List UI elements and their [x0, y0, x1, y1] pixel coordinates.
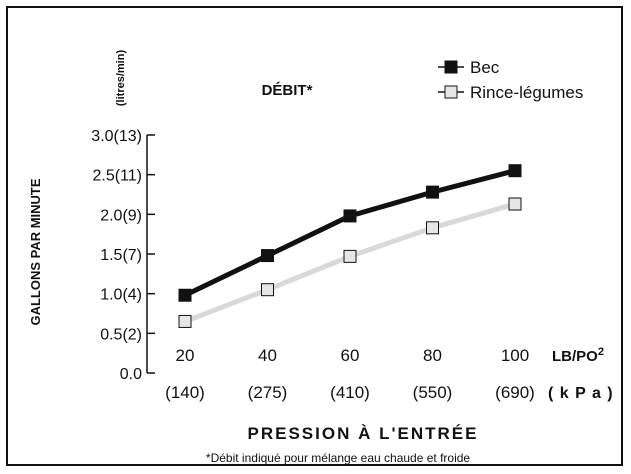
legend: Bec Rince-légumes	[438, 58, 583, 102]
chart-frame	[6, 6, 623, 466]
legend-marker-rince-legumes	[444, 85, 458, 99]
y-axis-unit: (litres/min)	[115, 50, 127, 107]
x-tick-label-kpa: (690)	[495, 383, 535, 402]
legend-label-bec: Bec	[470, 58, 500, 77]
legend-marker-bec	[444, 60, 458, 74]
x-unit-secondary: ( k P a )	[548, 385, 614, 402]
x-tick-label: 80	[423, 346, 442, 365]
x-ticks: 20 (140) 40 (275) 60 (410) 80 (550) 100 (690)	[165, 346, 535, 402]
x-tick-label: 60	[341, 346, 360, 365]
data-point-rince-legumes	[343, 249, 357, 263]
x-tick-label: 40	[258, 346, 277, 365]
y-tick-label: 0.0	[120, 366, 142, 383]
y-axis-title: GALLONS PAR MINUTE	[28, 178, 43, 325]
x-tick-label-kpa: (550)	[413, 383, 453, 402]
series-line-bec	[183, 168, 516, 298]
footnote: *Débit indiqué pour mélange eau chaude e…	[206, 451, 471, 465]
x-tick-label-kpa: (410)	[330, 383, 370, 402]
data-point-bec	[261, 249, 274, 263]
y-tick-label: 0.5(2)	[100, 326, 142, 343]
x-unit-primary: LB/PO2	[552, 346, 604, 365]
data-point-rince-legumes	[261, 283, 274, 297]
x-axis-title: PRESSION À L'ENTRÉE	[248, 424, 479, 443]
x-tick-label: 100	[501, 346, 529, 365]
data-points	[178, 164, 522, 328]
y-tick-label: 1.0(4)	[100, 287, 142, 304]
x-tick-label: 20	[176, 346, 195, 365]
chart-title: DÉBIT*	[262, 82, 313, 99]
y-tick-label: 2.0(9)	[100, 207, 142, 224]
y-tick-label: 3.0(13)	[91, 128, 142, 145]
data-point-bec	[343, 209, 357, 223]
data-point-bec	[426, 185, 439, 199]
y-tick-label: 1.5(7)	[100, 247, 142, 264]
x-tick-label-kpa: (140)	[165, 383, 205, 402]
y-ticks: 0.0 0.5(2) 1.0(4) 1.5(7) 2.0(9) 2.5(11) 3.0(13…	[91, 128, 155, 383]
data-point-rince-legumes	[178, 314, 192, 328]
y-tick-label: 2.5(11)	[92, 168, 142, 185]
legend-label-rince-legumes: Rince-légumes	[470, 83, 583, 102]
data-point-bec	[178, 288, 192, 302]
data-point-rince-legumes	[508, 197, 522, 211]
data-point-bec	[508, 164, 522, 178]
x-tick-label-kpa: (275)	[248, 383, 288, 402]
data-point-rince-legumes	[426, 221, 439, 235]
